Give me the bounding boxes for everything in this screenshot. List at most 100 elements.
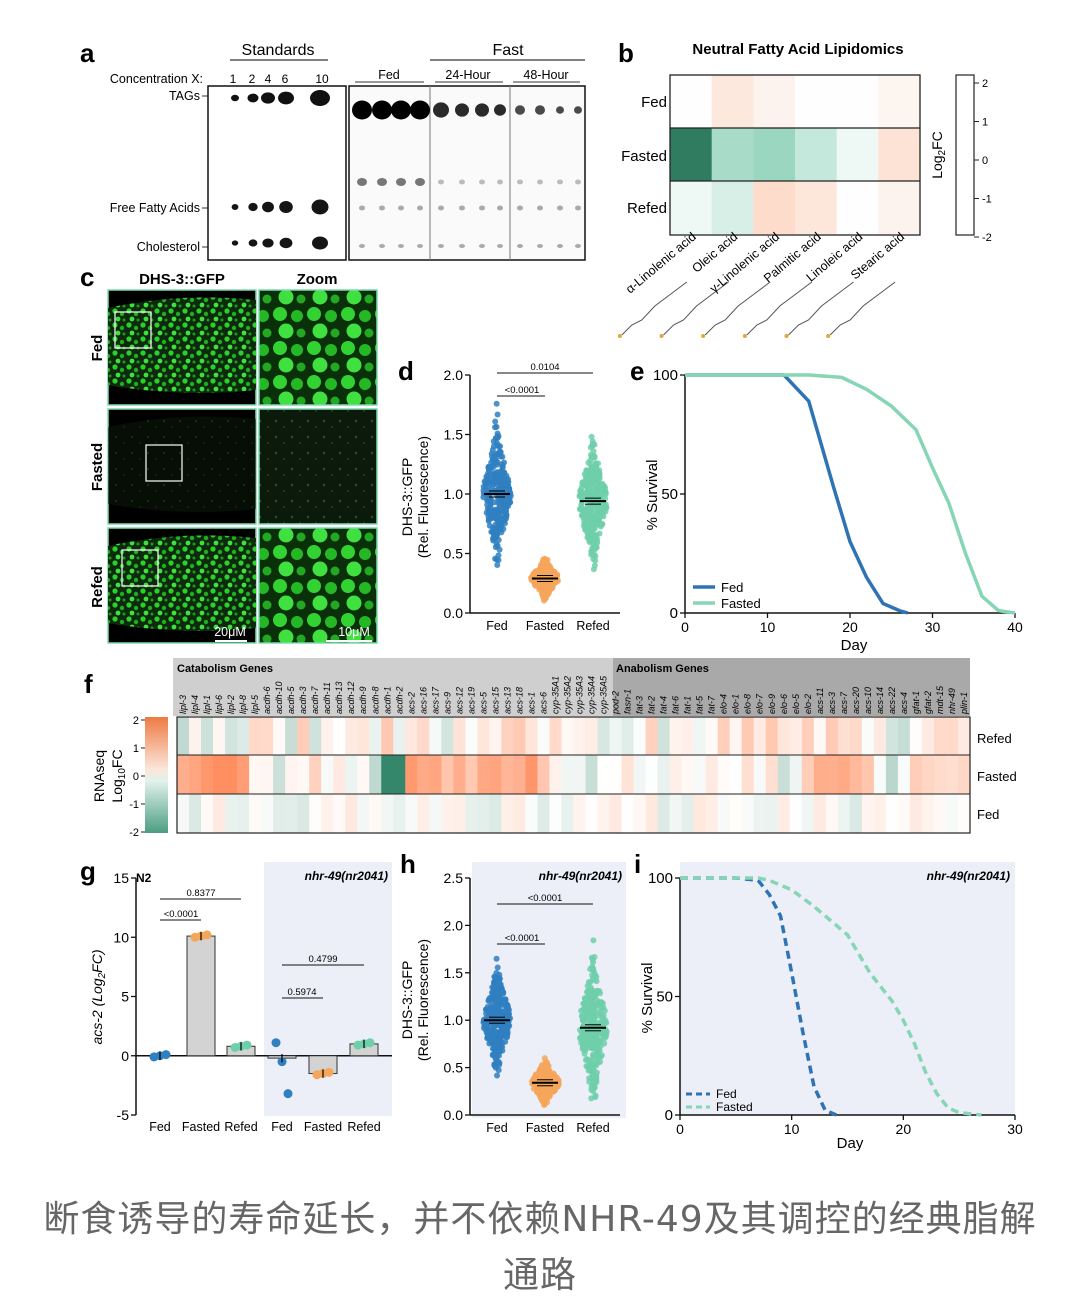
data-point [494,1072,501,1079]
data-point [495,495,502,502]
data-point [550,580,557,587]
data-point [589,548,596,555]
data-point [494,478,501,485]
data-point [597,1010,604,1017]
axis-tick-label: 15 [113,870,129,886]
data-point [584,988,591,995]
tlc-std-chol-spot [248,239,258,247]
b-heat-cell [711,128,754,181]
f-heat-cell [861,794,875,833]
f-gene-label: elo-2 [803,694,813,714]
tlc-band-spot [497,179,503,185]
f-heat-cell [525,717,538,755]
f-gene-label: lipl-5 [250,694,260,714]
f-heat-cell [873,755,887,794]
f-gene-label: acs-1 [526,692,536,714]
f-heat-cell [669,755,683,794]
f-heat-cell [945,755,959,794]
f-heat-cell [297,755,310,794]
data-point [590,1006,597,1013]
f-gene-label: acdh-13 [334,681,344,714]
g-n2-label: N2 [136,871,152,885]
data-point [586,493,593,500]
data-point [497,982,504,989]
f-heat-cell [669,717,683,755]
data-point [501,998,508,1005]
tlc-chol-spot [459,244,465,248]
data-point [591,453,598,460]
axis-tick-label: 30 [1007,1121,1023,1137]
b-structure [829,281,896,336]
tlc-tag-spot [494,104,506,116]
f-heat-cell [261,717,274,755]
f-heat-cell [393,717,406,755]
f-heat-cell [369,755,382,794]
axis-tick-label: 0 [670,605,678,622]
data-point [582,1002,589,1009]
f-legend-tick-label: 1 [133,743,139,755]
f-heat-cell [813,794,827,833]
fast-label: Fast [492,42,524,59]
tlc-band-spot [396,178,406,186]
data-point [498,516,505,523]
f-ylabel-2: Log10FC [109,749,128,802]
data-point [494,411,501,418]
data-point [590,440,597,447]
data-point [577,505,584,512]
x-tick-label: Fasted [526,619,564,633]
data-point [593,1073,600,1080]
tlc-band-spot [459,179,465,185]
f-gene-label: acdh-3 [298,686,308,714]
x-tick-label: Fasted [526,1121,564,1135]
f-heat-cell [921,717,935,755]
g-point [161,1050,171,1060]
f-heat-cell [249,755,262,794]
f-heat-cell [213,794,226,833]
f-heat-cell [537,717,550,755]
b-heat-cell [836,181,879,234]
f-heat-cell [321,717,334,755]
f-heat-cell [249,794,262,833]
f-anabolism-label: Anabolism Genes [616,663,709,675]
f-heat-cell [633,794,646,833]
data-point [590,937,597,944]
g-pvalue-4: 0.4799 [308,954,337,965]
f-gene-label: fat-4 [659,696,669,714]
f-heat-cell [285,794,298,833]
data-point [586,1042,593,1049]
data-point [598,1052,605,1059]
h-ylabel-2: (Rel. Fluorescence) [415,939,431,1061]
f-heat-cell [945,794,959,833]
c-image-zoom [258,408,378,525]
data-point [494,1004,501,1011]
c-worm-body [108,535,256,632]
f-heat-cell [825,717,839,755]
b-heat-cell [795,181,838,234]
data-point [578,1012,585,1019]
tlc-ffa-spot [359,205,365,211]
f-legend-tick-label: -2 [129,827,139,839]
f-heat-cell [957,794,971,833]
data-point [495,521,502,528]
f-heat-cell [393,794,406,833]
data-point [491,978,498,985]
f-gene-label: mdt-15 [935,685,945,714]
b-legend-tick-label: -1 [982,194,992,206]
f-heat-cell [237,755,250,794]
c-image-zoom [258,289,378,406]
b-heat-cell [753,128,796,181]
g-point [242,1040,252,1050]
f-gene-label: acs-16 [418,687,428,714]
data-point [489,446,496,453]
data-point [489,1037,496,1044]
f-heat-cell [849,755,863,794]
f-heat-cell [789,717,803,755]
survival-line-fasted [685,373,1016,615]
tlc-tag-spot [410,100,430,120]
data-point [492,984,499,991]
tlc-chol-spot [497,244,503,248]
data-point [592,972,599,979]
f-heat-cell [549,755,562,794]
f-heat-cell [369,717,382,755]
data-point [492,555,499,562]
